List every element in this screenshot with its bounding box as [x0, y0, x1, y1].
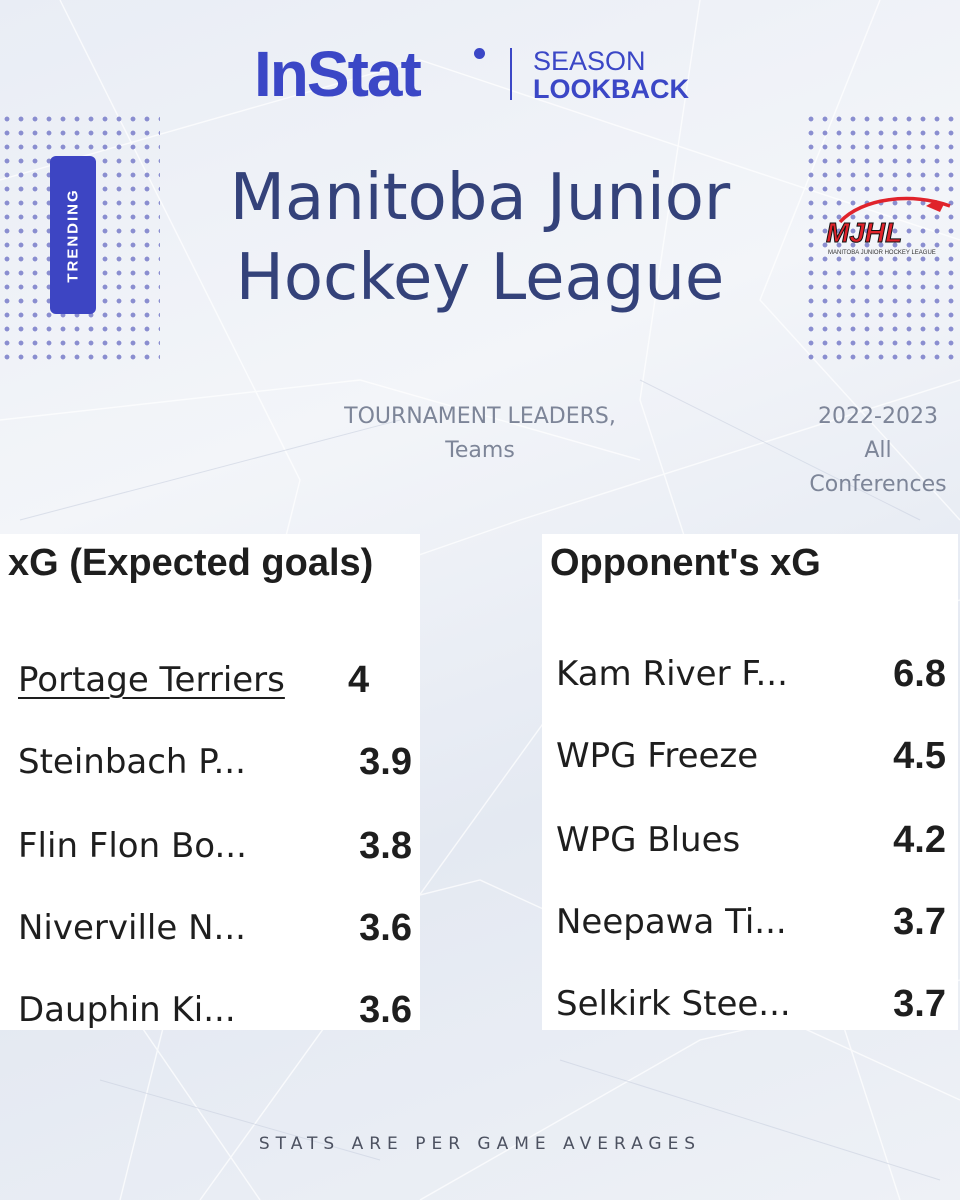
team-value: 3.7 — [893, 901, 946, 943]
season-years: 2022-2023 — [818, 404, 938, 429]
product-name-line2: LOOKBACK — [533, 74, 689, 104]
season-scope-line1: All — [864, 438, 892, 463]
list-item: WPG Blues 4.2 — [542, 810, 958, 870]
team-value: 4 — [348, 659, 370, 701]
subtitle-line2: Teams — [445, 438, 515, 463]
list-item: Niverville N... 3.6 — [0, 898, 420, 958]
team-name-link[interactable]: Portage Terriers — [18, 660, 285, 700]
brand-divider — [510, 48, 512, 100]
mjhl-logo-caption: MANITOBA JUNIOR HOCKEY LEAGUE — [828, 250, 936, 256]
trending-badge: TRENDING — [50, 156, 96, 314]
team-name: Kam River F... — [556, 654, 788, 694]
list-item: Neepawa Ti... 3.7 — [542, 892, 958, 952]
product-name-line1: SEASON — [533, 46, 646, 76]
list-item: Kam River F... 6.8 — [542, 644, 958, 704]
team-value: 3.9 — [359, 741, 412, 783]
list-item: Dauphin Ki... 3.6 — [0, 980, 420, 1040]
team-value: 6.8 — [893, 653, 946, 695]
opponent-xg-leaders-panel: Opponent's xG Kam River F... 6.8 WPG Fre… — [542, 534, 958, 1030]
trending-badge-label: TRENDING — [64, 187, 82, 283]
instat-logo: InStat SEASON LOOKBACK — [0, 42, 960, 112]
list-item: WPG Freeze 4.5 — [542, 726, 958, 786]
league-title-line2: Hockey League — [235, 241, 725, 315]
team-name: Flin Flon Bo... — [18, 826, 247, 866]
team-value: 3.6 — [359, 989, 412, 1031]
team-name: Dauphin Ki... — [18, 990, 236, 1030]
brand-name: InStat — [254, 38, 422, 110]
list-item: Selkirk Stee... 3.7 — [542, 974, 958, 1034]
xg-panel-title: xG (Expected goals) — [8, 542, 374, 584]
league-title-line1: Manitoba Junior — [229, 161, 731, 235]
team-value: 4.5 — [893, 735, 946, 777]
opponent-xg-panel-title: Opponent's xG — [550, 542, 821, 584]
subtitle-line1: TOURNAMENT LEADERS, — [344, 404, 616, 429]
mjhl-logo: MJHL MANITOBA JUNIOR HOCKEY LEAGUE — [826, 196, 951, 256]
list-item: Steinbach P... 3.9 — [0, 732, 420, 792]
footer-note: STATS ARE PER GAME AVERAGES — [258, 1134, 702, 1154]
list-item: Portage Terriers 4 — [0, 650, 420, 710]
mjhl-logo-text: MJHL — [826, 217, 902, 248]
dot-pattern-right — [804, 112, 960, 362]
team-name: Neepawa Ti... — [556, 902, 787, 942]
team-value: 3.8 — [359, 825, 412, 867]
brand-dot-icon — [474, 48, 485, 59]
team-name: WPG Freeze — [556, 736, 759, 776]
team-name: Niverville N... — [18, 908, 246, 948]
season-info: 2022-2023 All Conferences — [800, 400, 956, 502]
team-name: WPG Blues — [556, 820, 741, 860]
list-item: Flin Flon Bo... 3.8 — [0, 816, 420, 876]
team-name: Steinbach P... — [18, 742, 246, 782]
subtitle: TOURNAMENT LEADERS, Teams — [300, 400, 660, 468]
team-value: 3.7 — [893, 983, 946, 1025]
league-title: Manitoba Junior Hockey League — [160, 158, 800, 318]
xg-leaders-panel: xG (Expected goals) Portage Terriers 4 S… — [0, 534, 420, 1031]
team-name: Selkirk Stee... — [556, 984, 791, 1024]
season-scope-line2: Conferences — [809, 472, 947, 497]
team-value: 4.2 — [893, 819, 946, 861]
team-value: 3.6 — [359, 907, 412, 949]
